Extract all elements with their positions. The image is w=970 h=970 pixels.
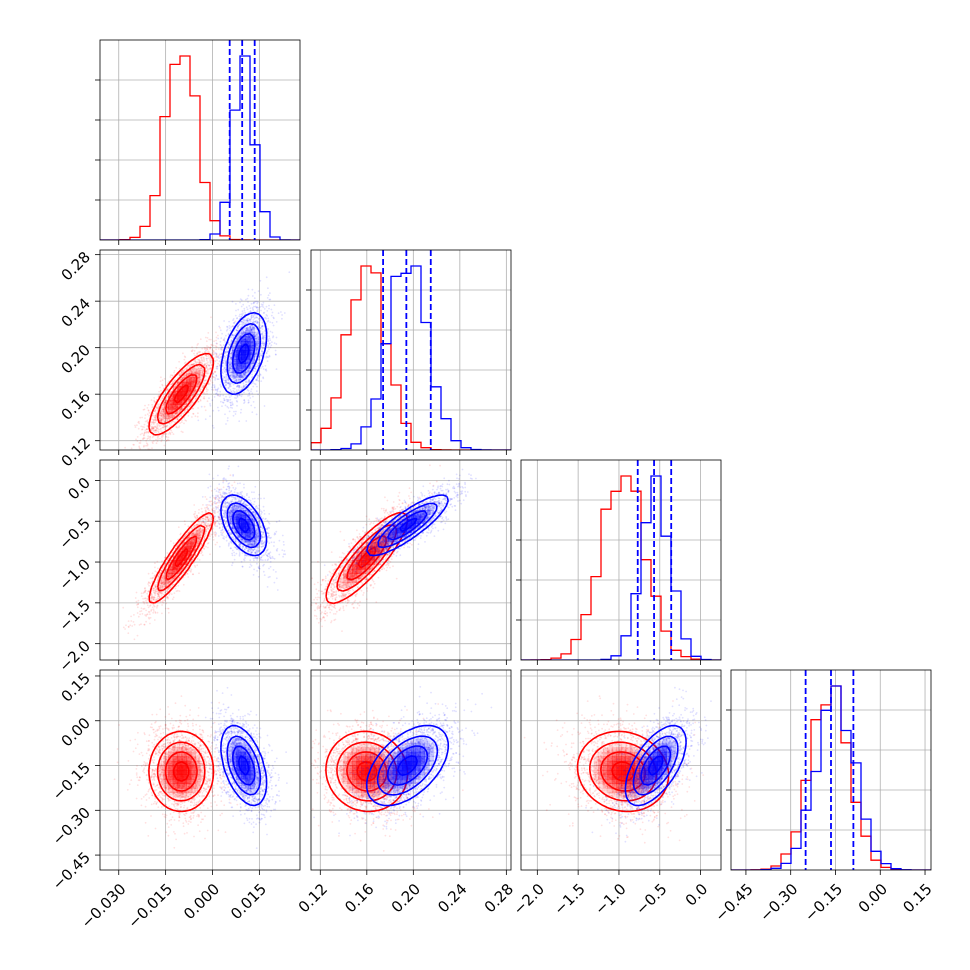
y-tick-label: −0.15 [49,759,94,804]
y-tick-label: −0.30 [49,804,94,849]
contour-series-1-level-1 [226,735,262,796]
grid [521,460,721,660]
contour-series-0-level-1 [156,363,206,425]
panel-1-1 [306,249,512,455]
x-tick-label: −1.5 [550,880,588,918]
contour-series-1-level-2 [386,745,429,786]
contour-series-1-level-0 [366,494,449,557]
y-tick-label: −2.0 [56,637,94,675]
x-tick-label: 0.16 [341,880,377,916]
contour-series-0-level-3 [611,761,635,782]
y-tick-label: 0.28 [58,248,94,284]
y-tick-label: −0.5 [56,514,94,552]
panel-2-0 [95,459,301,665]
contour-series-1-level-1 [632,735,679,796]
contour-series-0-level-0 [148,730,215,813]
x-tick-label: −0.030 [78,880,130,932]
contour-series-0-level-3 [174,547,189,568]
contour-series-0-level-3 [173,384,189,404]
contour-series-0-level-2 [165,374,198,415]
contour-series-1-level-2 [386,510,428,541]
histogram-series-1 [311,265,511,450]
grid [100,250,300,450]
contour-series-1-level-1 [376,735,439,796]
panel-2-2 [516,459,722,665]
y-tick-label: 0.15 [58,669,94,705]
contour-series-1-level-2 [640,745,672,786]
contour-series-1-level-3 [238,343,250,365]
contour-series-0-level-3 [356,761,378,782]
histogram-series-0 [311,265,511,450]
x-tick-label: −0.30 [756,880,801,925]
contour-series-1-level-3 [647,755,664,776]
panel-3-2 [520,669,722,875]
contour-series-0-level-3 [172,761,190,782]
y-tick-label: 0.0 [64,474,94,504]
x-tick-label: −0.015 [124,880,176,932]
contour-series-1-level-2 [232,510,256,541]
contour-series-0-level-0 [148,511,215,604]
histogram-series-0 [521,475,721,660]
x-tick-label: 0.24 [434,880,470,916]
contour-series-1-level-0 [220,311,268,395]
x-tick-label: −1.0 [591,880,629,918]
contour-series-1-level-1 [226,322,262,385]
x-tick-label: 0.015 [227,880,270,923]
y-tick-label: 0.00 [58,714,94,750]
contour-series-0-level-2 [165,535,198,581]
contour-series-1-level-1 [377,502,438,549]
grid [311,460,511,660]
x-tick-label: −0.15 [801,880,846,925]
x-tick-label: 0.20 [388,880,424,916]
x-tick-label: 0.0 [682,880,712,910]
y-tick-label: −1.0 [56,555,94,593]
grid [311,250,511,450]
y-tick-label: 0.12 [58,434,94,470]
contour-series-1-level-0 [365,724,450,807]
contour-series-1-level-0 [220,724,268,807]
x-tick-label: −0.45 [711,880,756,925]
contour-series-1-level-2 [232,745,256,786]
panel-2-1 [310,459,512,665]
contour-series-1-level-0 [624,724,687,807]
contour-series-1-level-2 [232,332,256,374]
histogram-series-1 [100,55,300,240]
x-tick-label: −2.0 [510,880,548,918]
contour-series-0-level-0 [148,352,215,436]
contour-series-1-level-0 [220,494,268,557]
x-tick-label: 0.000 [180,880,223,923]
x-tick-label: 0.28 [481,880,517,916]
contour-series-1-level-3 [237,755,250,776]
y-tick-label: 0.16 [58,387,94,423]
y-tick-label: 0.24 [58,294,94,330]
y-tick-label: −1.5 [56,596,94,634]
histogram-series-1 [731,685,931,870]
histogram-series-1 [521,475,721,660]
contour-series-0-level-1 [157,524,206,592]
contour-series-1-level-3 [396,755,418,776]
x-tick-label: 0.12 [295,880,331,916]
x-tick-label: 0.15 [899,880,935,916]
panel-3-3 [726,669,932,875]
y-tick-label: −0.45 [49,848,94,893]
y-tick-label: 0.20 [58,341,94,377]
panel-3-1 [310,669,512,875]
contour-series-0-level-1 [156,741,206,802]
contour-series-1-level-3 [399,517,418,533]
panel-3-0 [95,669,301,875]
contour-series-1-level-3 [238,517,250,534]
panel-1-0 [95,249,301,455]
x-tick-label: 0.00 [855,880,891,916]
grid [100,460,300,660]
panel-0-0 [95,39,301,245]
contour-series-1-level-1 [226,502,262,549]
contour-series-0-level-2 [164,751,198,792]
x-tick-label: −0.5 [632,880,670,918]
